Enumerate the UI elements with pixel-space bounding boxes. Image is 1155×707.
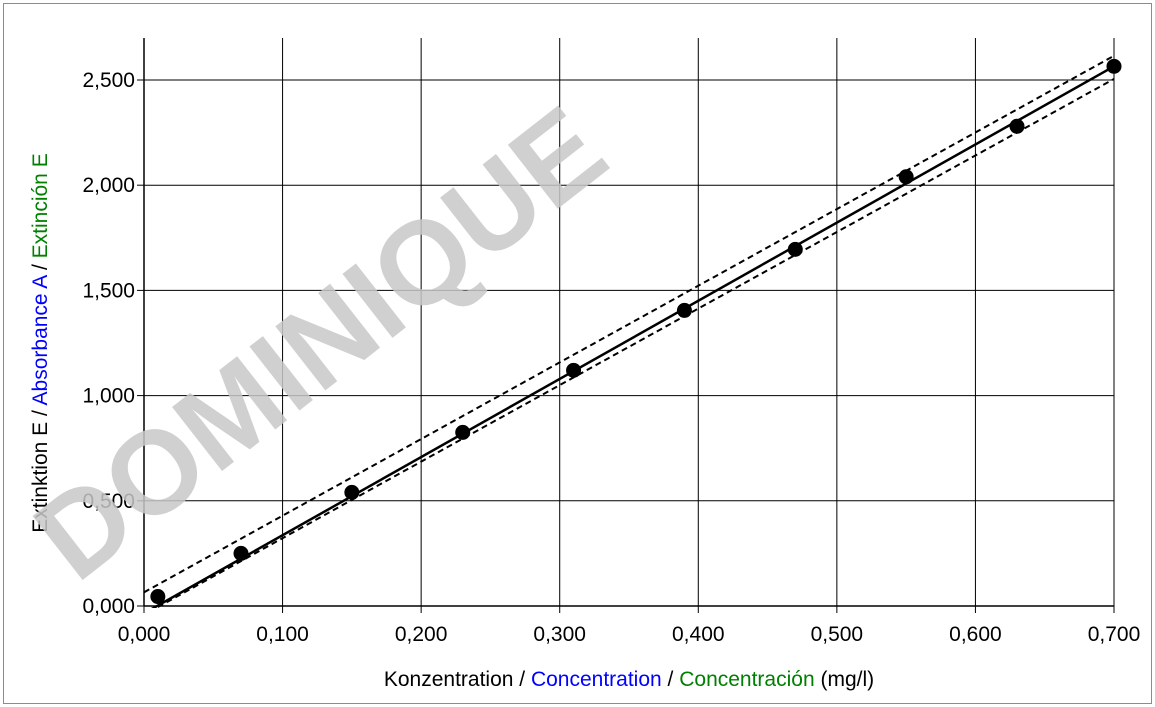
x-tick-label: 0,600: [949, 623, 1002, 646]
y-tick-label: 0,500: [82, 490, 135, 513]
y-axis-title-sep2: /: [29, 258, 52, 276]
y-tick-label: 1,500: [82, 279, 135, 302]
data-point: [233, 545, 249, 561]
lower-confidence-line: [157, 78, 1115, 608]
x-tick-label: 0,200: [395, 623, 448, 646]
data-point: [787, 241, 803, 257]
y-tick-label: 2,000: [82, 174, 135, 197]
x-axis-title-unit: (mg/l): [815, 668, 875, 691]
data-point: [898, 169, 914, 185]
axes: [137, 38, 1115, 613]
x-tick-label: 0,000: [118, 623, 171, 646]
y-axis-title: Extinktion E / Absorbance A / Extinción …: [29, 153, 52, 532]
x-axis-title-sep1: /: [513, 668, 531, 691]
x-axis-title-en: Concentration: [531, 668, 662, 691]
x-axis-title-de: Konzentration: [384, 668, 514, 691]
grid-lines: [144, 38, 1115, 606]
y-tick-label: 0,000: [82, 595, 135, 618]
y-tick-label: 2,500: [82, 69, 135, 92]
y-axis-title-es: Extinción E: [29, 153, 52, 258]
data-point: [676, 302, 692, 318]
x-axis-title-es: Concentración: [679, 668, 814, 691]
fit-lines: [144, 54, 1115, 608]
y-tick-label: 1,000: [82, 385, 135, 408]
regression-line: [150, 65, 1115, 608]
x-axis-title-sep2: /: [662, 668, 680, 691]
data-points: [150, 58, 1122, 605]
watermark: DOMINIQUE: [11, 82, 630, 606]
x-tick-label: 0,700: [1088, 623, 1141, 646]
data-point: [344, 484, 360, 500]
data-point: [1106, 58, 1122, 74]
data-point: [455, 424, 471, 440]
y-tick-labels: 0,000 0,500 1,000 1,500 2,000 2,500: [82, 69, 135, 618]
x-axis-title: Konzentration / Concentration / Concentr…: [384, 668, 874, 691]
data-point: [150, 589, 166, 605]
x-tick-label: 0,500: [811, 623, 864, 646]
y-axis-title-sep1: /: [29, 405, 52, 421]
y-axis-title-en: Absorbance A: [29, 275, 52, 406]
data-point: [566, 362, 582, 378]
x-tick-label: 0,400: [672, 623, 725, 646]
data-point: [1009, 118, 1025, 134]
x-tick-label: 0,300: [533, 623, 586, 646]
upper-confidence-line: [144, 54, 1115, 594]
y-axis-title-de: Extinktion E: [29, 422, 52, 533]
x-tick-label: 0,100: [256, 623, 309, 646]
x-tick-labels: 0,000 0,100 0,200 0,300 0,400 0,500 0,600 0,700: [118, 623, 1141, 646]
